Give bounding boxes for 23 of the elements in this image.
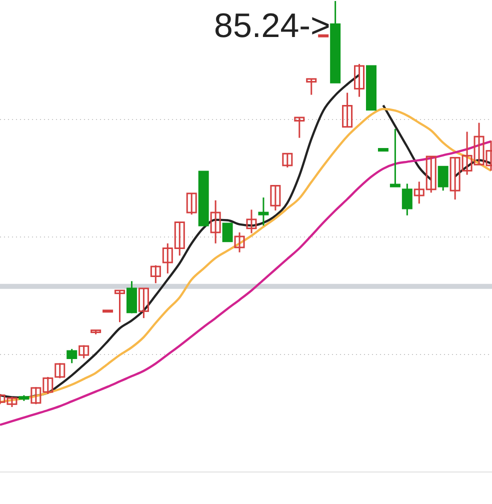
candlestick <box>234 232 245 254</box>
candlestick <box>186 192 197 216</box>
candlestick <box>270 184 281 212</box>
candlestick <box>258 196 269 226</box>
candlestick <box>222 222 233 242</box>
candlestick <box>138 288 149 319</box>
candlestick <box>78 344 90 360</box>
candlestick <box>402 182 412 216</box>
candlestick <box>114 290 126 323</box>
candlestick <box>66 348 78 364</box>
candlestick <box>354 63 365 98</box>
candlestick <box>438 166 448 192</box>
candlestick <box>390 128 400 188</box>
candlestick <box>306 78 317 96</box>
candlestick <box>246 208 257 234</box>
candlestick <box>150 264 161 284</box>
candlestick <box>54 362 66 379</box>
candlestick <box>210 200 221 244</box>
candlestick <box>342 92 353 128</box>
candlestick <box>294 116 305 139</box>
candlestick <box>282 152 293 168</box>
candlestick <box>126 280 137 314</box>
annotation: 85.24-> <box>214 7 330 45</box>
